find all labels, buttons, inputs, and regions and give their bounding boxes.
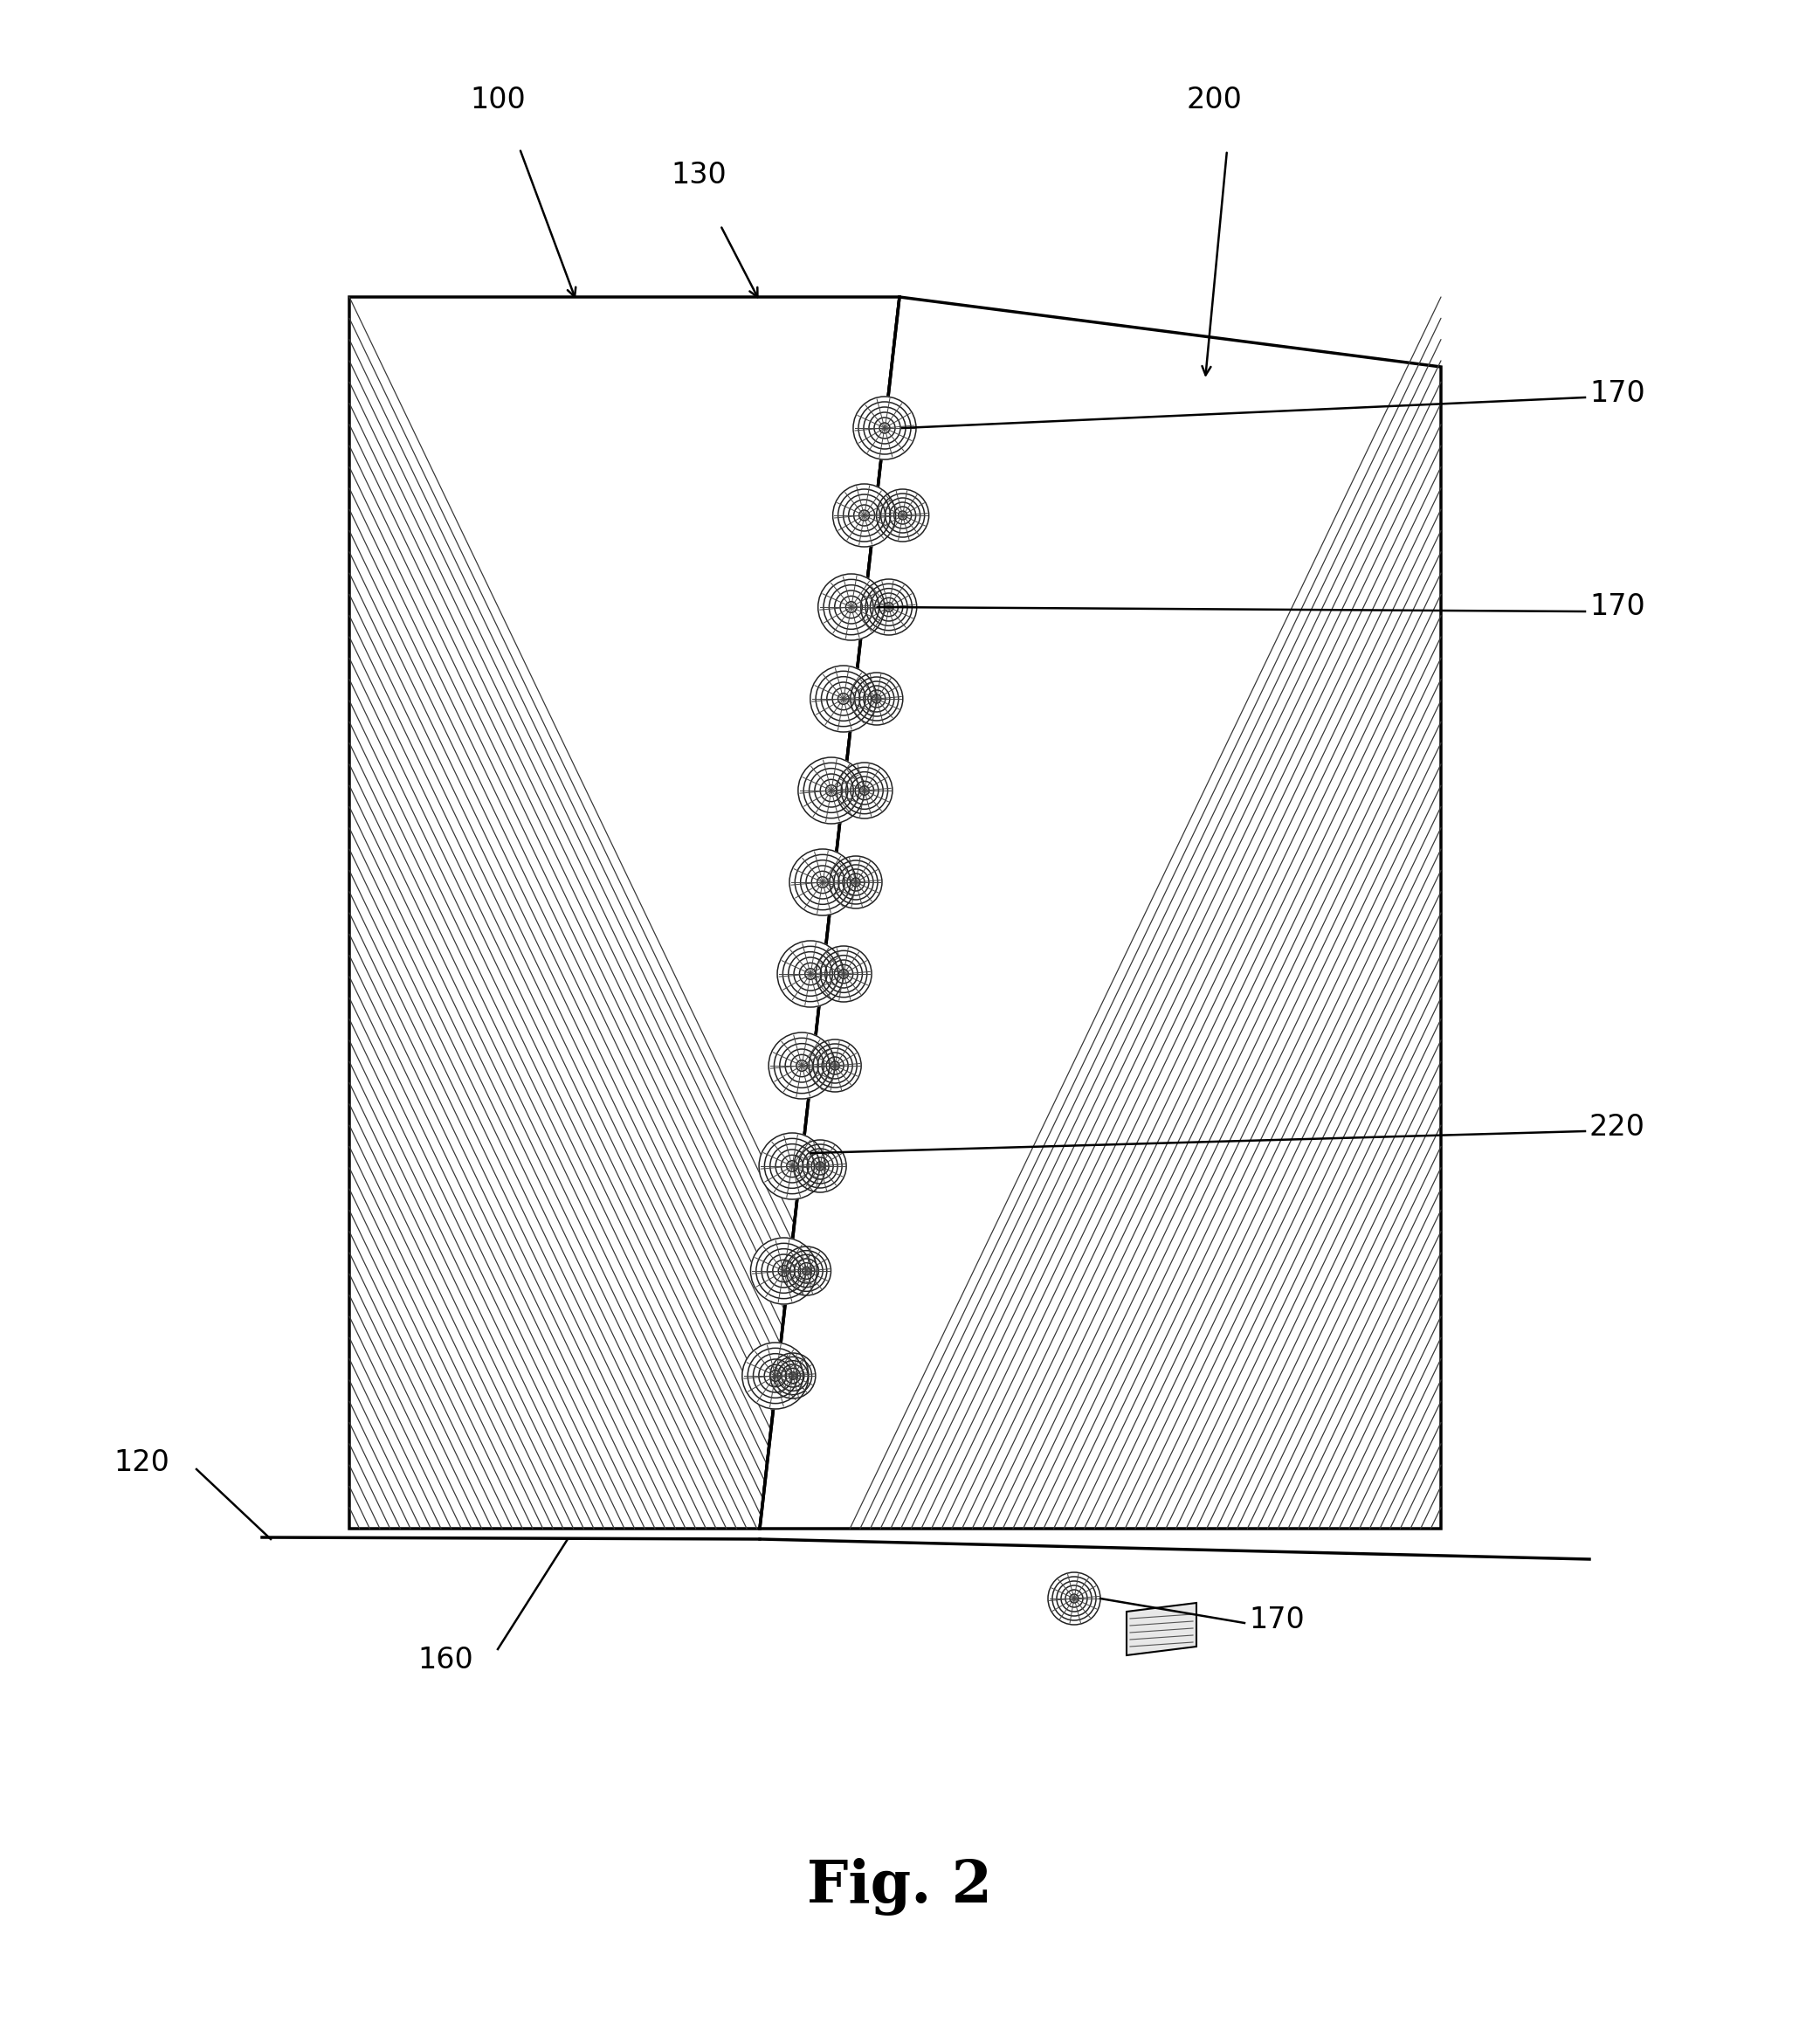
Circle shape [837,762,892,818]
Text: 120: 120 [113,1449,169,1478]
Circle shape [810,1040,862,1091]
Text: 130: 130 [671,159,727,190]
Text: 100: 100 [470,86,525,114]
Polygon shape [759,296,1441,1529]
Circle shape [750,1239,817,1304]
Circle shape [783,1247,831,1296]
Circle shape [862,578,917,636]
Polygon shape [1126,1602,1196,1656]
Circle shape [876,489,928,542]
Circle shape [759,1132,826,1200]
Circle shape [815,946,871,1002]
Circle shape [793,1141,846,1192]
Text: 170: 170 [1589,378,1644,407]
Text: 200: 200 [1186,86,1241,114]
Circle shape [790,848,856,916]
Circle shape [829,856,882,908]
Text: 170: 170 [1589,593,1644,621]
Text: 220: 220 [1589,1112,1646,1141]
Circle shape [743,1343,808,1408]
Text: Fig. 2: Fig. 2 [808,1858,991,1915]
Polygon shape [349,296,900,1529]
Circle shape [1049,1572,1101,1625]
Circle shape [819,574,885,640]
Circle shape [833,484,896,548]
Circle shape [853,397,916,460]
Circle shape [799,758,865,824]
Circle shape [851,672,903,726]
Text: 160: 160 [417,1645,473,1674]
Text: 170: 170 [1249,1607,1304,1635]
Circle shape [768,1032,835,1100]
Circle shape [810,666,876,732]
Circle shape [777,940,844,1008]
Circle shape [770,1353,815,1398]
